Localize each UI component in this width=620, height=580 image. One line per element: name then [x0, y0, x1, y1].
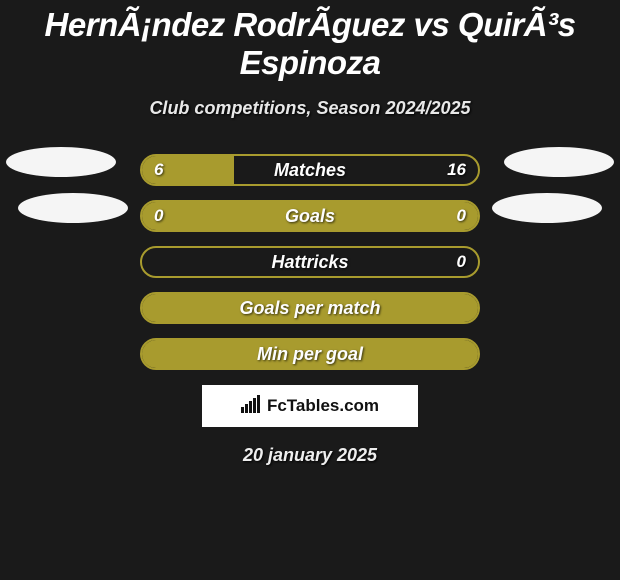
player-portrait-right [492, 193, 602, 223]
stat-bar: 00Goals [140, 200, 480, 232]
bar-row: Goals per match [0, 285, 620, 331]
player-portrait-right [504, 147, 614, 177]
stat-bar: 616Matches [140, 154, 480, 186]
player-portrait-left [18, 193, 128, 223]
bar-row: 0Hattricks [0, 239, 620, 285]
logo-box: FcTables.com [202, 385, 418, 427]
stat-label: Matches [142, 156, 478, 184]
stat-bar: 0Hattricks [140, 246, 480, 278]
stat-label: Min per goal [142, 340, 478, 368]
bar-row: Min per goal [0, 331, 620, 377]
stat-label: Hattricks [142, 248, 478, 276]
stat-bar: Min per goal [140, 338, 480, 370]
bar-row: 616Matches [0, 147, 620, 193]
comparison-bars: 616Matches 00Goals 0Hattricks Goals per mat… [0, 147, 620, 377]
stat-label: Goals [142, 202, 478, 230]
stat-bar: Goals per match [140, 292, 480, 324]
logo-text: FcTables.com [267, 396, 379, 416]
logo: FcTables.com [241, 395, 379, 418]
player-portrait-left [6, 147, 116, 177]
date-line: 20 january 2025 [0, 445, 620, 466]
bars-icon [241, 395, 263, 418]
stat-label: Goals per match [142, 294, 478, 322]
subtitle: Club competitions, Season 2024/2025 [0, 98, 620, 119]
page-title: HernÃ¡ndez RodrÃ­guez vs QuirÃ³s Espinoz… [0, 0, 620, 82]
bar-row: 00Goals [0, 193, 620, 239]
